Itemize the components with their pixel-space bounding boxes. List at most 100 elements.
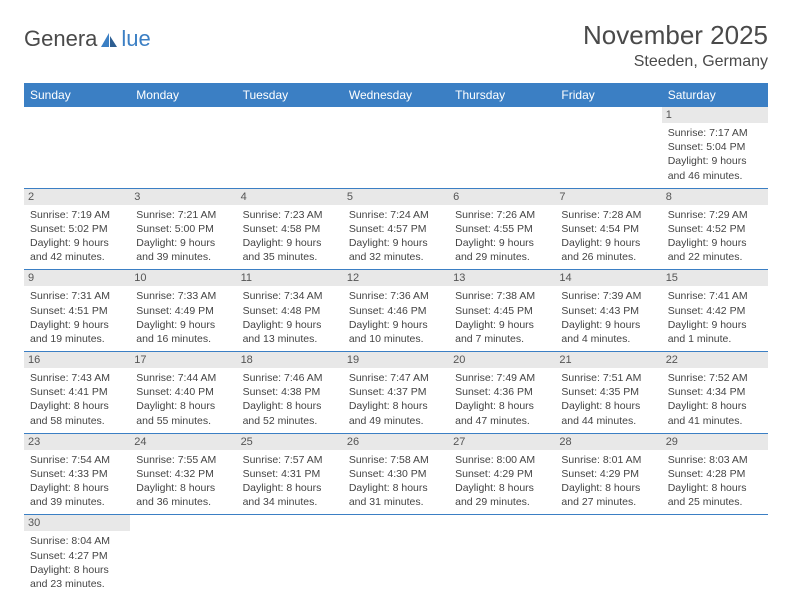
sunrise-text: Sunrise: 7:17 AM — [668, 126, 762, 140]
day-info: Sunrise: 7:44 AMSunset: 4:40 PMDaylight:… — [136, 371, 230, 428]
day-number: 24 — [130, 434, 236, 450]
sunrise-text: Sunrise: 7:39 AM — [561, 289, 655, 303]
day-number: 9 — [24, 270, 130, 286]
calendar-cell: 17Sunrise: 7:44 AMSunset: 4:40 PMDayligh… — [130, 352, 236, 434]
day-info: Sunrise: 7:36 AMSunset: 4:46 PMDaylight:… — [349, 289, 443, 346]
sunset-text: Sunset: 4:41 PM — [30, 385, 124, 399]
daylight-text: Daylight: 8 hours and 39 minutes. — [30, 481, 124, 509]
sunset-text: Sunset: 4:43 PM — [561, 304, 655, 318]
sunrise-text: Sunrise: 7:58 AM — [349, 453, 443, 467]
sunset-text: Sunset: 4:27 PM — [30, 549, 124, 563]
calendar-cell: 2 Sunrise: 7:19 AMSunset: 5:02 PMDaylight… — [24, 188, 130, 270]
daylight-text: Daylight: 9 hours and 42 minutes. — [30, 236, 124, 264]
day-number: 3 — [130, 189, 236, 205]
day-info: Sunrise: 8:01 AMSunset: 4:29 PMDaylight:… — [561, 453, 655, 510]
calendar-cell — [24, 107, 130, 188]
day-info: Sunrise: 7:46 AMSunset: 4:38 PMDaylight:… — [243, 371, 337, 428]
day-info: Sunrise: 7:19 AMSunset: 5:02 PMDaylight:… — [30, 208, 124, 265]
sunset-text: Sunset: 4:36 PM — [455, 385, 549, 399]
daylight-text: Daylight: 8 hours and 27 minutes. — [561, 481, 655, 509]
sunset-text: Sunset: 4:38 PM — [243, 385, 337, 399]
calendar-cell: 23Sunrise: 7:54 AMSunset: 4:33 PMDayligh… — [24, 433, 130, 515]
day-number: 20 — [449, 352, 555, 368]
day-info: Sunrise: 7:34 AMSunset: 4:48 PMDaylight:… — [243, 289, 337, 346]
sunrise-text: Sunrise: 7:28 AM — [561, 208, 655, 222]
sunset-text: Sunset: 4:32 PM — [136, 467, 230, 481]
logo-sail-icon — [99, 31, 119, 49]
day-number: 15 — [662, 270, 768, 286]
calendar-row: 23Sunrise: 7:54 AMSunset: 4:33 PMDayligh… — [24, 433, 768, 515]
col-wednesday: Wednesday — [343, 83, 449, 107]
sunset-text: Sunset: 4:34 PM — [668, 385, 762, 399]
sunrise-text: Sunrise: 7:46 AM — [243, 371, 337, 385]
day-number: 11 — [237, 270, 343, 286]
sunset-text: Sunset: 4:48 PM — [243, 304, 337, 318]
daylight-text: Daylight: 8 hours and 36 minutes. — [136, 481, 230, 509]
col-monday: Monday — [130, 83, 236, 107]
day-number: 2 — [24, 189, 130, 205]
day-number: 5 — [343, 189, 449, 205]
sunrise-text: Sunrise: 7:44 AM — [136, 371, 230, 385]
daylight-text: Daylight: 8 hours and 58 minutes. — [30, 399, 124, 427]
daylight-text: Daylight: 8 hours and 41 minutes. — [668, 399, 762, 427]
sunset-text: Sunset: 4:35 PM — [561, 385, 655, 399]
calendar-cell — [662, 515, 768, 596]
day-info: Sunrise: 8:03 AMSunset: 4:28 PMDaylight:… — [668, 453, 762, 510]
calendar-cell: 26Sunrise: 7:58 AMSunset: 4:30 PMDayligh… — [343, 433, 449, 515]
sunrise-text: Sunrise: 7:33 AM — [136, 289, 230, 303]
daylight-text: Daylight: 8 hours and 55 minutes. — [136, 399, 230, 427]
sunset-text: Sunset: 5:00 PM — [136, 222, 230, 236]
sunset-text: Sunset: 4:57 PM — [349, 222, 443, 236]
sunrise-text: Sunrise: 7:34 AM — [243, 289, 337, 303]
daylight-text: Daylight: 8 hours and 44 minutes. — [561, 399, 655, 427]
calendar-row: 16Sunrise: 7:43 AMSunset: 4:41 PMDayligh… — [24, 352, 768, 434]
day-info: Sunrise: 7:55 AMSunset: 4:32 PMDaylight:… — [136, 453, 230, 510]
day-number: 26 — [343, 434, 449, 450]
sunrise-text: Sunrise: 7:26 AM — [455, 208, 549, 222]
sunrise-text: Sunrise: 7:54 AM — [30, 453, 124, 467]
day-info: Sunrise: 7:31 AMSunset: 4:51 PMDaylight:… — [30, 289, 124, 346]
day-info: Sunrise: 8:00 AMSunset: 4:29 PMDaylight:… — [455, 453, 549, 510]
sunrise-text: Sunrise: 8:03 AM — [668, 453, 762, 467]
weekday-header-row: Sunday Monday Tuesday Wednesday Thursday… — [24, 83, 768, 107]
calendar-cell: 4Sunrise: 7:23 AMSunset: 4:58 PMDaylight… — [237, 188, 343, 270]
day-info: Sunrise: 7:51 AMSunset: 4:35 PMDaylight:… — [561, 371, 655, 428]
day-number: 14 — [555, 270, 661, 286]
day-info: Sunrise: 7:57 AMSunset: 4:31 PMDaylight:… — [243, 453, 337, 510]
location: Steeden, Germany — [583, 53, 768, 71]
calendar-cell — [343, 515, 449, 596]
month-title: November 2025 — [583, 20, 768, 51]
calendar-cell: 16Sunrise: 7:43 AMSunset: 4:41 PMDayligh… — [24, 352, 130, 434]
day-info: Sunrise: 7:52 AMSunset: 4:34 PMDaylight:… — [668, 371, 762, 428]
daylight-text: Daylight: 9 hours and 4 minutes. — [561, 318, 655, 346]
day-number: 6 — [449, 189, 555, 205]
day-info: Sunrise: 7:39 AMSunset: 4:43 PMDaylight:… — [561, 289, 655, 346]
calendar-cell — [449, 515, 555, 596]
sunrise-text: Sunrise: 7:47 AM — [349, 371, 443, 385]
calendar-cell: 6Sunrise: 7:26 AMSunset: 4:55 PMDaylight… — [449, 188, 555, 270]
sunset-text: Sunset: 4:29 PM — [561, 467, 655, 481]
daylight-text: Daylight: 9 hours and 35 minutes. — [243, 236, 337, 264]
sunset-text: Sunset: 4:31 PM — [243, 467, 337, 481]
daylight-text: Daylight: 9 hours and 22 minutes. — [668, 236, 762, 264]
calendar-row: 30 Sunrise: 8:04 AMSunset: 4:27 PMDayligh… — [24, 515, 768, 596]
daylight-text: Daylight: 9 hours and 32 minutes. — [349, 236, 443, 264]
day-info: Sunrise: 7:49 AMSunset: 4:36 PMDaylight:… — [455, 371, 549, 428]
calendar-cell — [343, 107, 449, 188]
day-info: Sunrise: 7:41 AMSunset: 4:42 PMDaylight:… — [668, 289, 762, 346]
calendar-cell: 21Sunrise: 7:51 AMSunset: 4:35 PMDayligh… — [555, 352, 661, 434]
calendar-cell: 7Sunrise: 7:28 AMSunset: 4:54 PMDaylight… — [555, 188, 661, 270]
day-number: 30 — [24, 515, 130, 531]
sunset-text: Sunset: 4:58 PM — [243, 222, 337, 236]
day-info: Sunrise: 8:04 AMSunset: 4:27 PMDaylight:… — [30, 534, 124, 591]
sunset-text: Sunset: 4:55 PM — [455, 222, 549, 236]
sunset-text: Sunset: 4:33 PM — [30, 467, 124, 481]
calendar-cell — [237, 107, 343, 188]
page-header: Genera lue November 2025 Steeden, German… — [24, 20, 768, 71]
calendar-cell: 22 Sunrise: 7:52 AMSunset: 4:34 PMDayligh… — [662, 352, 768, 434]
calendar-cell: 15 Sunrise: 7:41 AMSunset: 4:42 PMDayligh… — [662, 270, 768, 352]
logo: Genera lue — [24, 20, 151, 52]
sunrise-text: Sunrise: 7:36 AM — [349, 289, 443, 303]
sunset-text: Sunset: 4:54 PM — [561, 222, 655, 236]
day-number: 22 — [662, 352, 768, 368]
